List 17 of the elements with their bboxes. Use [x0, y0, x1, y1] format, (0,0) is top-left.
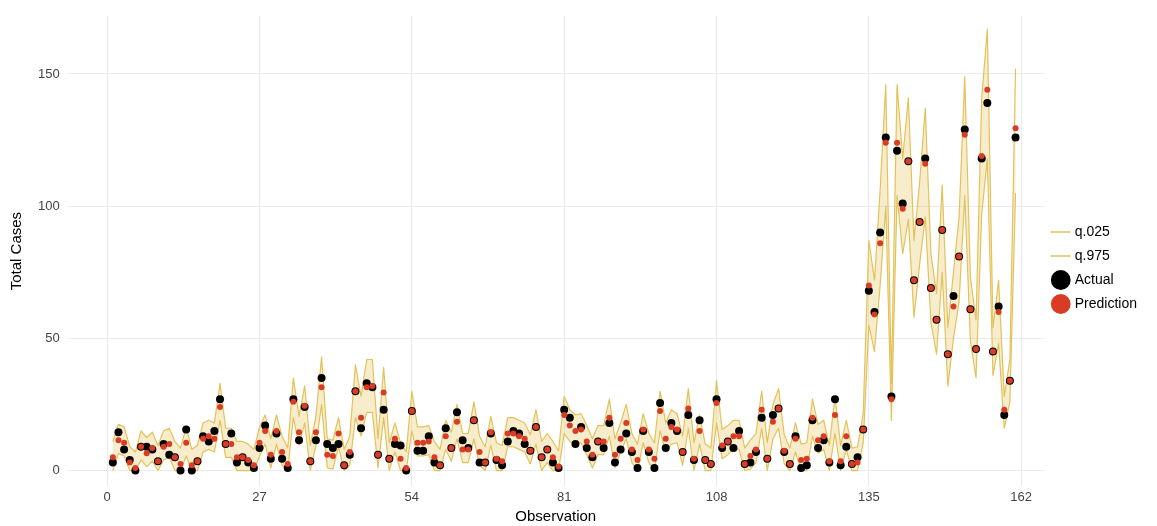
x-tick-label: 54 — [404, 488, 420, 504]
y-axis-title: Total Cases — [7, 211, 25, 291]
x-tick-label: 135 — [857, 488, 880, 504]
y-tick-label: 150 — [37, 65, 60, 81]
x-axis-title: Observation — [515, 507, 597, 525]
legend-label: q.975 — [1074, 246, 1110, 263]
y-tick-label: 0 — [52, 462, 60, 478]
legend-label: Prediction — [1074, 294, 1138, 311]
x-tick-label: 81 — [556, 488, 572, 504]
x-tick-label: 0 — [103, 488, 111, 504]
x-tick-label: 162 — [1010, 488, 1033, 504]
y-tick-label: 50 — [45, 329, 60, 345]
legend-label: Actual — [1074, 270, 1114, 287]
y-tick-label: 100 — [37, 197, 60, 213]
x-tick-label: 108 — [705, 488, 728, 504]
legend-label: q.025 — [1074, 222, 1110, 239]
x-tick-label: 27 — [252, 488, 267, 504]
